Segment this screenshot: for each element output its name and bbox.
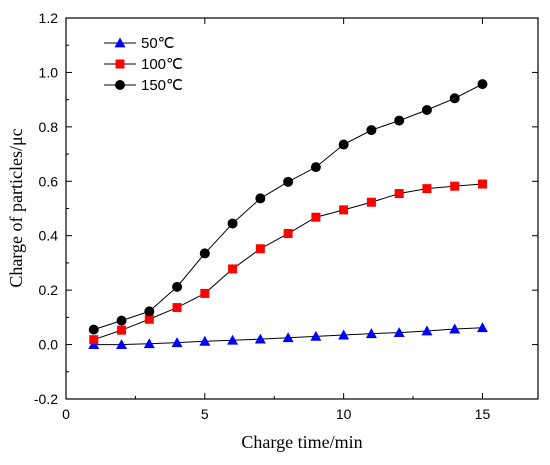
series-1 bbox=[88, 322, 488, 349]
data-point bbox=[143, 338, 155, 349]
data-point bbox=[255, 193, 266, 204]
plot-frame bbox=[65, 17, 539, 400]
data-point bbox=[338, 139, 349, 150]
y-tick-label: 0.2 bbox=[39, 282, 59, 298]
data-point bbox=[366, 197, 376, 207]
y-tick-label: 0.4 bbox=[39, 228, 59, 244]
data-point bbox=[282, 332, 294, 343]
x-tick-label: 5 bbox=[201, 406, 209, 422]
data-point bbox=[144, 306, 155, 317]
y-tick-label: 0.6 bbox=[39, 173, 59, 189]
data-point bbox=[421, 104, 432, 115]
x-tick-label: 0 bbox=[62, 406, 70, 422]
x-tick-label: 10 bbox=[336, 406, 352, 422]
data-point bbox=[254, 333, 266, 344]
data-point bbox=[421, 325, 433, 336]
legend: 50℃ 100℃ 150℃ bbox=[104, 35, 183, 94]
data-point bbox=[227, 218, 238, 229]
data-point bbox=[449, 323, 461, 334]
data-point bbox=[283, 229, 293, 239]
data-point bbox=[365, 328, 377, 339]
data-point bbox=[227, 334, 239, 345]
data-point bbox=[255, 244, 265, 254]
data-point bbox=[172, 303, 182, 313]
legend-label: 100℃ bbox=[141, 56, 183, 73]
y-tick-label: -0.2 bbox=[34, 391, 58, 407]
legend-marker bbox=[114, 37, 126, 48]
data-point bbox=[338, 329, 350, 340]
data-point bbox=[89, 335, 99, 345]
data-point bbox=[449, 93, 460, 104]
y-tick-label: 0.0 bbox=[39, 337, 59, 353]
data-point bbox=[394, 115, 405, 126]
data-point bbox=[450, 181, 460, 191]
y-tick-label: 0.8 bbox=[39, 119, 59, 135]
data-point bbox=[422, 184, 432, 194]
series-3 bbox=[88, 79, 488, 335]
legend-entry: 50℃ bbox=[104, 35, 175, 52]
data-point bbox=[310, 330, 322, 341]
data-point bbox=[310, 162, 321, 173]
series-layer bbox=[88, 79, 488, 349]
data-point bbox=[117, 325, 127, 335]
data-point bbox=[171, 337, 183, 348]
data-point bbox=[172, 281, 183, 292]
data-point bbox=[200, 288, 210, 298]
data-point bbox=[88, 324, 99, 335]
y-axis-title: Charge of particles/μc bbox=[6, 128, 26, 287]
series-2 bbox=[89, 179, 487, 345]
data-point bbox=[393, 327, 405, 337]
legend-entry: 100℃ bbox=[104, 56, 183, 73]
data-point bbox=[477, 79, 488, 90]
legend-label: 150℃ bbox=[141, 77, 183, 94]
x-tick-label: 15 bbox=[475, 406, 491, 422]
series-line bbox=[93, 83, 483, 331]
data-point bbox=[199, 248, 210, 259]
data-point bbox=[228, 264, 238, 274]
x-axis-title: Charge time/min bbox=[241, 432, 362, 452]
legend-entry: 150℃ bbox=[104, 77, 183, 94]
data-point bbox=[144, 314, 154, 324]
legend-label: 50℃ bbox=[141, 35, 175, 52]
data-point bbox=[394, 189, 404, 199]
data-point bbox=[283, 176, 294, 187]
data-point bbox=[199, 335, 211, 346]
axis-ticks: 0 5 10 15 -0.2 0.0 0.2 0.4 0.6 0.8 1.0 1.2 bbox=[34, 10, 538, 422]
data-point bbox=[116, 315, 127, 326]
data-point bbox=[339, 205, 349, 215]
data-point bbox=[476, 322, 488, 333]
y-tick-label: 1.2 bbox=[39, 10, 59, 26]
data-point bbox=[477, 179, 487, 189]
data-point bbox=[366, 125, 377, 136]
data-point bbox=[311, 212, 321, 222]
legend-marker bbox=[115, 80, 125, 90]
legend-marker bbox=[115, 59, 125, 69]
y-tick-label: 1.0 bbox=[39, 64, 59, 80]
data-point bbox=[116, 339, 128, 349]
